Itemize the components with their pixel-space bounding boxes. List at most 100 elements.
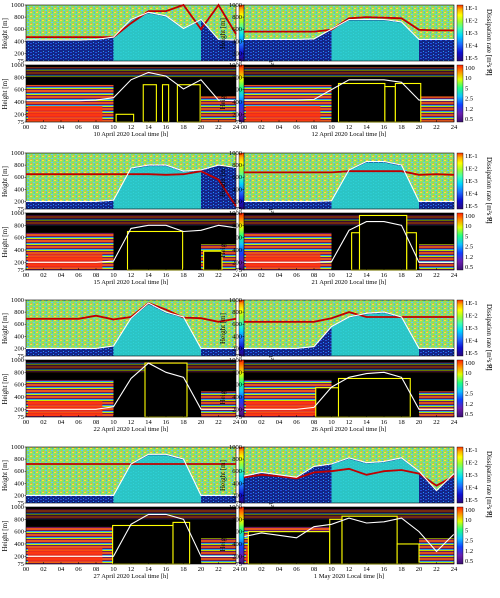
mlh-line [244,371,454,410]
dissipation-colorbar-tick: 1E-3 [465,325,478,332]
ri-colorbar-tick: 10 [465,370,472,377]
dissipation-ytick-label: 200 [232,345,242,352]
dissipation-ytick-label: 600 [14,468,24,475]
ri-ylabel: Height [m] [1,521,9,552]
hour-tick-label: 22 [215,124,222,131]
hour-tick-label: 20 [416,419,423,426]
ri-ytick-label: 200 [14,553,24,560]
dissipation-ytick-label: 1000 [11,150,24,157]
ri-colorbar-tick: 5 [465,233,468,240]
ri-ytick-label: 600 [14,87,24,94]
hour-tick-label: 10 [328,272,335,279]
hour-tick-label: 24 [233,419,240,426]
ri-colorbar-tick: 1.2 [465,106,473,113]
sbl-height-line [26,3,237,38]
dissipation-ytick-label: 75 [236,58,243,65]
hour-tick-label: 00 [23,566,30,573]
ri-ytick-label: 800 [14,516,24,523]
hour-tick-label: 18 [398,566,405,573]
ri-threshold-box [329,518,343,565]
hour-tick-label: 08 [311,566,318,573]
hour-tick-label: 16 [381,272,388,279]
ri-ytick-label: 1000 [229,210,242,217]
mlh-line [26,71,237,102]
dissipation-ytick-label: 1000 [229,297,242,304]
ri-colorbar-tick: 2.5 [465,244,473,251]
ri-upper-band [244,67,454,78]
dissipation-colorbar-tick: 1E-2 [465,18,478,25]
dissipation-ytick-label: 800 [232,14,242,21]
ri-ytick-label: 200 [232,553,242,560]
ri-ylabel: Height [m] [1,374,9,405]
ri-upper-band [26,362,236,373]
mlh-line [244,79,454,101]
convective-layer-area [331,20,419,61]
hour-tick-label: 02 [40,419,47,426]
ri-threshold-box [351,232,361,271]
dissipation-ytick-label: 200 [232,50,242,57]
dissipation-ytick-label: 200 [232,198,242,205]
ri-evening-band [201,538,236,564]
ri-upper-band [244,215,454,226]
hour-tick-label: 06 [75,124,82,131]
convective-layer-area [331,162,419,209]
hour-tick-label: 10 [110,419,117,426]
hour-tick-label: 20 [416,566,423,573]
dissipation-colorbar [456,4,464,62]
ri-ytick-label: 800 [14,369,24,376]
mlh-line [26,164,237,202]
dissipation-ytick-label: 600 [232,468,242,475]
ri-ytick-label: 75 [236,414,243,421]
ri-colorbar [456,506,464,565]
dissipation-ytick-label: 400 [14,480,24,487]
hour-tick-label: 14 [145,124,152,131]
dissipation-ytick-label: 400 [14,38,24,45]
ri-ytick-label: 1000 [11,210,24,217]
dissipation-frame [243,4,455,62]
ri-ylabel: Height [m] [219,79,227,110]
ri-ytick-label: 600 [14,235,24,242]
ri-upper-band [26,67,236,78]
mlh-line [244,18,454,41]
convective-layer-area [113,13,201,62]
dissipation-ytick-label: 600 [14,321,24,328]
hour-tick-label: 22 [215,272,222,279]
ri-upper-band [244,509,454,520]
ri-colorbar-tick: 10 [465,223,472,230]
ri-ytick-label: 600 [232,235,242,242]
dissipation-colorbar-tick: 1E-1 [465,300,478,307]
hour-tick-label: 20 [198,124,205,131]
hour-tick-label: 20 [416,272,423,279]
ri-threshold-box [384,86,396,123]
ri-ytick-label: 75 [18,119,25,126]
dissipation-colorbar-tick: 1E-4 [465,338,478,345]
hour-tick-label: 14 [145,272,152,279]
ri-ytick-label: 200 [14,111,24,118]
hour-tick-label: 04 [276,272,283,279]
dissipation-colorbar-label: Dissipation rate [m²s⁻³] [485,451,493,518]
hour-tick-label: 00 [241,124,248,131]
dissipation-ytick-label: 400 [232,480,242,487]
ri-threshold-box [176,84,201,123]
hour-tick-label: 14 [363,566,370,573]
dissipation-colorbar-tick: 1E-2 [465,313,478,320]
ri-ytick-label: 600 [14,529,24,536]
hour-tick-label: 24 [451,566,458,573]
ri-colorbar-tick: 10 [465,517,472,524]
hour-tick-label: 10 [110,566,117,573]
dissipation-colorbar-tick: 1E-1 [465,5,478,12]
hour-tick-label: 00 [23,419,30,426]
convective-layer-area [331,313,419,356]
ri-colorbar-tick: 1.2 [465,401,473,408]
ri-colorbar-tick: 0.5 [465,116,473,123]
ri-colorbar-tick: 1.2 [465,254,473,261]
ri-upper-band [244,362,454,373]
hour-tick-label: 06 [75,272,82,279]
sbl-height-line [244,16,454,33]
hour-tick-label: 08 [93,272,100,279]
ri-surface-band [246,106,321,121]
hour-tick-label: 12 [346,566,353,573]
ri-ytick-label: 75 [18,414,25,421]
hour-tick-label: 04 [58,566,65,573]
dissipation-ylabel: Height [m] [1,18,9,49]
